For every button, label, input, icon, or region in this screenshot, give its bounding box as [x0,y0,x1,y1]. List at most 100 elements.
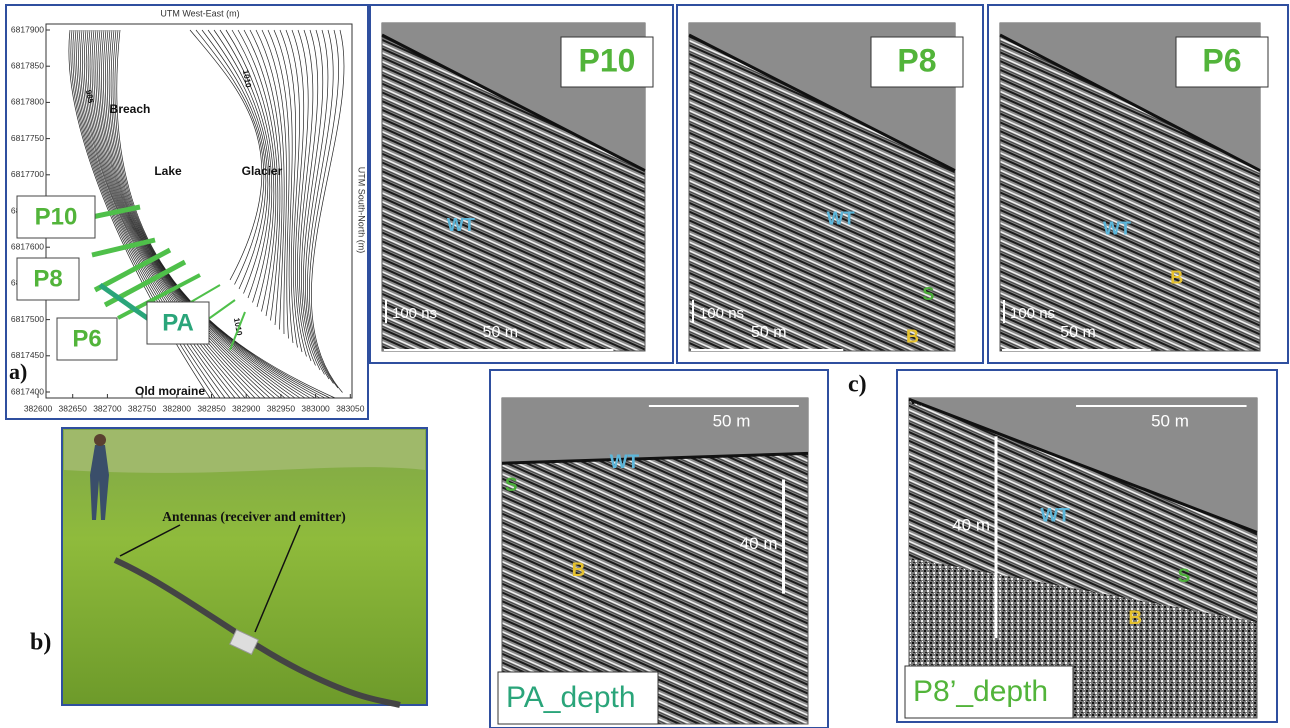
y-tick-label: 6817450 [11,350,44,360]
depth-scale: 40 m [952,515,990,534]
y-tick-label: 6817800 [11,97,44,107]
x-tick-label: 382700 [93,403,122,413]
profile-label: PA [162,309,194,336]
time-scale: 100 ns [392,305,437,322]
x-tick-label: 383050 [336,403,365,413]
contour [279,29,298,348]
x-tick-label: 382900 [232,403,261,413]
photo-caption: Antennas (receiver and emitter) [162,509,346,524]
marker-label: S [1178,566,1191,587]
marker-label: B [906,327,919,347]
x-tick-label: 382650 [59,403,88,413]
contour [87,29,261,399]
contour-label: 985 [84,89,95,104]
radargram-panel: P6 WT B 100 ns 50 m [987,4,1289,364]
profile-box [146,301,210,345]
radargram-title: P8 [897,42,936,78]
contour [104,29,306,399]
contour [311,29,345,393]
radargram-title: P6 [1202,42,1241,78]
pointer [119,524,181,557]
profile-box [16,257,80,301]
antenna [229,629,259,655]
x-tick-label: 382950 [267,403,296,413]
marker-label: WT [827,209,855,229]
person-head [94,434,106,446]
marker-label: B [1170,268,1183,288]
y-tick-label: 6817900 [11,24,44,34]
air-region [502,398,808,464]
contour [273,29,294,344]
cable [113,557,401,708]
depth-panel: WT S B 50 m 40 m P8’_depth [896,369,1278,723]
profile-line [91,204,141,220]
person [90,445,109,520]
map-panel: UTM West-East (m) UTM South-North (m) 6817… [5,4,369,420]
profile-line [93,247,172,293]
contour [89,29,266,399]
photo-panel: Antennas (receiver and emitter) [61,427,428,708]
contour [231,29,277,312]
contour [291,29,307,357]
contour [297,29,312,362]
contour [261,29,287,335]
contour [85,29,256,399]
y-tick-label: 6817400 [11,386,44,396]
y-tick-label: 6817700 [11,169,44,179]
contour [76,29,231,399]
profile-label: P10 [35,203,78,230]
root: UTM West-East (m) UTM South-North (m) 6817… [5,4,1289,728]
distance-scale: 50 m [1151,411,1189,430]
marker-label: WT [610,452,640,473]
x-tick-label: 382850 [197,403,226,413]
distance-scale: 50 m [1060,324,1096,341]
x-tick-label: 382600 [24,403,53,413]
contour [305,29,330,380]
contour [74,29,226,399]
profile-box [56,317,118,361]
panel-label: a) [9,359,27,384]
contour [243,29,281,321]
contour [307,29,334,384]
depth-title: P8’_depth [913,675,1048,708]
contour [207,29,269,294]
title-box [904,665,1074,719]
x-tick-label: 382800 [163,403,192,413]
distance-scale: 50 m [713,411,751,430]
profile-box [16,195,96,239]
depth-title: PA_depth [506,681,636,714]
distance-scale: 50 m [751,324,787,341]
profile-line-pa [98,282,152,323]
radargram-panel: P10 WT 100 ns 50 m [369,4,674,364]
place-label: Glacier [242,164,283,178]
y-tick-label: 6817500 [11,314,44,324]
y-tick-label: 6817600 [11,241,44,251]
time-scale: 100 ns [1010,305,1055,322]
y-tick-label: 6817850 [11,60,44,70]
contour [301,29,321,371]
contour [213,29,271,299]
contour [285,29,303,353]
contour [255,29,285,330]
title-box [497,671,659,725]
depth-scale: 40 m [740,534,778,553]
contour [309,29,339,389]
marker-label: B [572,560,586,581]
contour [237,29,279,317]
title-box [560,36,654,88]
title-box [870,36,964,88]
surface [501,451,809,465]
profile-line [229,311,246,351]
pointer [254,524,301,633]
depth-panel: WT S B 50 m 40 m PA_depth [489,369,829,728]
place-label: Lake [154,164,182,178]
contour [110,29,321,399]
contour [103,29,301,399]
marker-label: WT [447,215,475,235]
profile-label: P6 [72,325,101,352]
place-label: Breach [110,102,151,116]
contour [195,29,265,285]
panel-label: c) [848,372,867,398]
y-axis-title: UTM South-North (m) [357,167,367,254]
